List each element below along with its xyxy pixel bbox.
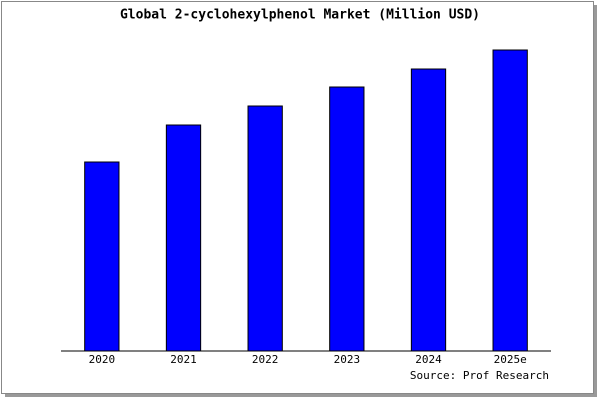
x-tick-label: 2024: [415, 353, 442, 366]
x-tick-label: 2025e: [494, 353, 527, 366]
x-tick-label: 2023: [334, 353, 361, 366]
bar: [165, 124, 202, 352]
bar: [329, 86, 365, 352]
bar: [410, 68, 447, 352]
chart-title: Global 2-cyclohexylphenol Market (Millio…: [120, 8, 480, 23]
x-tick-label: 2022: [252, 353, 279, 366]
source-note: Source: Prof Research: [410, 369, 549, 382]
x-tick-label: 2021: [170, 353, 197, 366]
bar: [492, 49, 528, 352]
bar: [247, 105, 283, 352]
x-tick-label: 2020: [89, 353, 116, 366]
bar: [84, 161, 120, 352]
